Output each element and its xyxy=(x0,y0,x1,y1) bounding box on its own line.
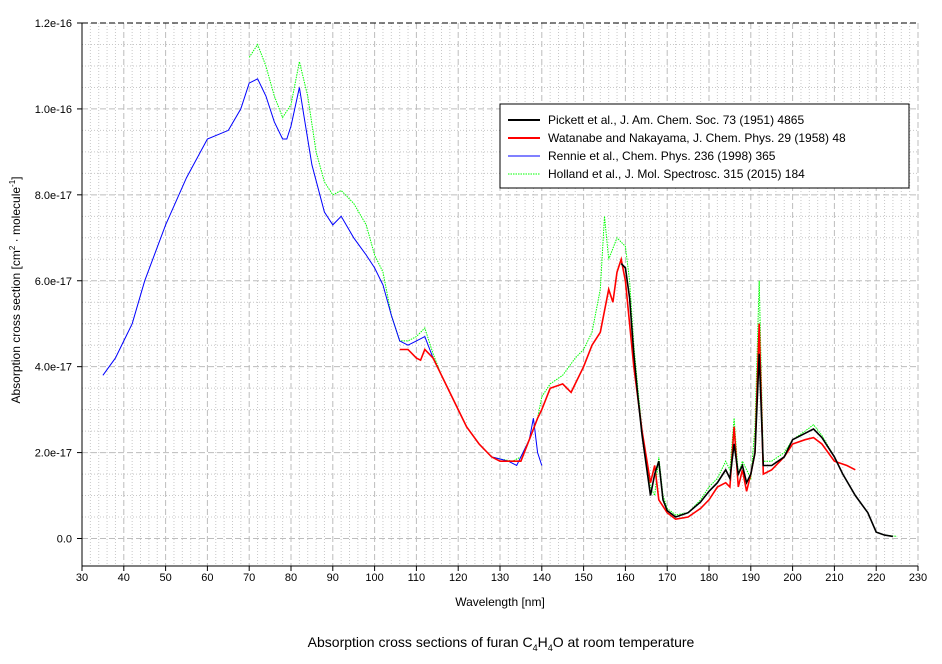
x-tick-label: 100 xyxy=(365,572,383,584)
series-line-2 xyxy=(102,78,543,467)
x-tick-label: 90 xyxy=(327,572,339,584)
legend-label: Pickett et al., J. Am. Chem. Soc. 73 (19… xyxy=(548,113,804,127)
y-tick-label: 0.0 xyxy=(57,534,72,546)
x-tick-label: 40 xyxy=(118,572,130,584)
x-tick-label: 190 xyxy=(742,572,760,584)
y-tick-label: 1.0e-16 xyxy=(35,104,72,116)
legend: Pickett et al., J. Am. Chem. Soc. 73 (19… xyxy=(499,103,910,189)
y-tick-label: 2.0e-17 xyxy=(35,448,72,460)
y-tick-label: 4.0e-17 xyxy=(35,362,72,374)
x-tick-label: 60 xyxy=(201,572,213,584)
x-tick-label: 160 xyxy=(616,572,634,584)
x-tick-label: 200 xyxy=(783,572,801,584)
x-tick-label: 80 xyxy=(285,572,297,584)
y-tick-label: 6.0e-17 xyxy=(35,276,72,288)
x-tick-label: 130 xyxy=(491,572,509,584)
y-tick-label: 8.0e-17 xyxy=(35,190,72,202)
x-tick-label: 220 xyxy=(867,572,885,584)
x-tick-label: 120 xyxy=(449,572,467,584)
chart-title: Absorption cross sections of furan C4H4O… xyxy=(308,634,695,653)
x-tick-label: 50 xyxy=(159,572,171,584)
x-tick-label: 230 xyxy=(909,572,927,584)
x-tick-label: 140 xyxy=(533,572,551,584)
legend-label: Watanabe and Nakayama, J. Chem. Phys. 29… xyxy=(548,131,846,145)
series-line-0 xyxy=(620,263,894,538)
legend-box xyxy=(499,103,910,189)
x-tick-label: 70 xyxy=(243,572,255,584)
x-tick-label: 210 xyxy=(825,572,843,584)
series-line-3 xyxy=(248,43,898,537)
x-tick-label: 110 xyxy=(408,572,426,584)
y-tick-label: 1.2e-16 xyxy=(35,18,72,30)
y-axis-label: Absorption cross section [cm2 · molecule… xyxy=(8,176,23,403)
x-tick-label: 150 xyxy=(574,572,592,584)
axes: 30 40 50 60 70 80 90 100 110 120 130 140 150 160 170 18… xyxy=(35,18,927,584)
x-axis-label: Wavelength [nm] xyxy=(455,595,545,609)
legend-label: Rennie et al., Chem. Phys. 236 (1998) 36… xyxy=(548,149,776,163)
series-line-1 xyxy=(399,256,856,521)
series-group xyxy=(102,43,898,538)
x-tick-label: 170 xyxy=(658,572,676,584)
legend-label: Holland et al., J. Mol. Spectrosc. 315 (… xyxy=(548,167,805,181)
x-tick-label: 180 xyxy=(700,572,718,584)
x-tick-label: 30 xyxy=(76,572,88,584)
